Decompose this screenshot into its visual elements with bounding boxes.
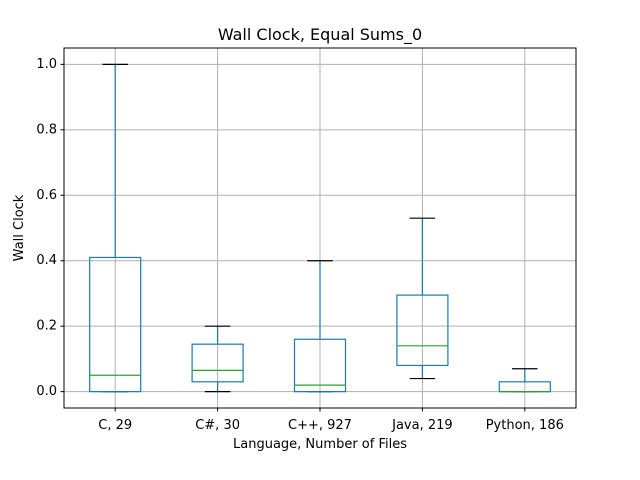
y-tick-label: 0.0 [36,384,57,399]
box-iqr [293,338,347,393]
box-iqr [191,343,244,383]
box-group [293,260,347,393]
y-axis-label: Wall Clock [12,194,27,261]
box-group [498,368,551,393]
x-tick-label: Python, 186 [486,418,564,433]
box-group [191,325,244,393]
y-tick-label: 0.4 [36,253,57,268]
x-axis-label: Language, Number of Files [233,437,407,452]
x-tick-label: C, 29 [98,418,132,433]
y-tick-label: 0.2 [36,319,57,334]
box-iqr [396,294,449,367]
y-tick-label: 0.8 [36,122,57,137]
box-iqr [89,256,142,393]
y-tick-label: 0.6 [36,188,57,203]
chart-title: Wall Clock, Equal Sums_0 [218,25,422,45]
x-tick-label: C++, 927 [288,418,352,433]
x-tick-label: Java, 219 [391,418,453,433]
box-group [89,63,142,393]
y-tick-label: 1.0 [36,57,57,72]
ticks: 0.0 0.2 0.4 0.6 0.8 1.0 C, 29 C#, 30 C++, 927 Jav… [36,57,564,433]
x-tick-label: C#, 30 [195,418,240,433]
boxes [89,63,551,393]
grid [64,48,576,408]
box-group [396,217,449,380]
